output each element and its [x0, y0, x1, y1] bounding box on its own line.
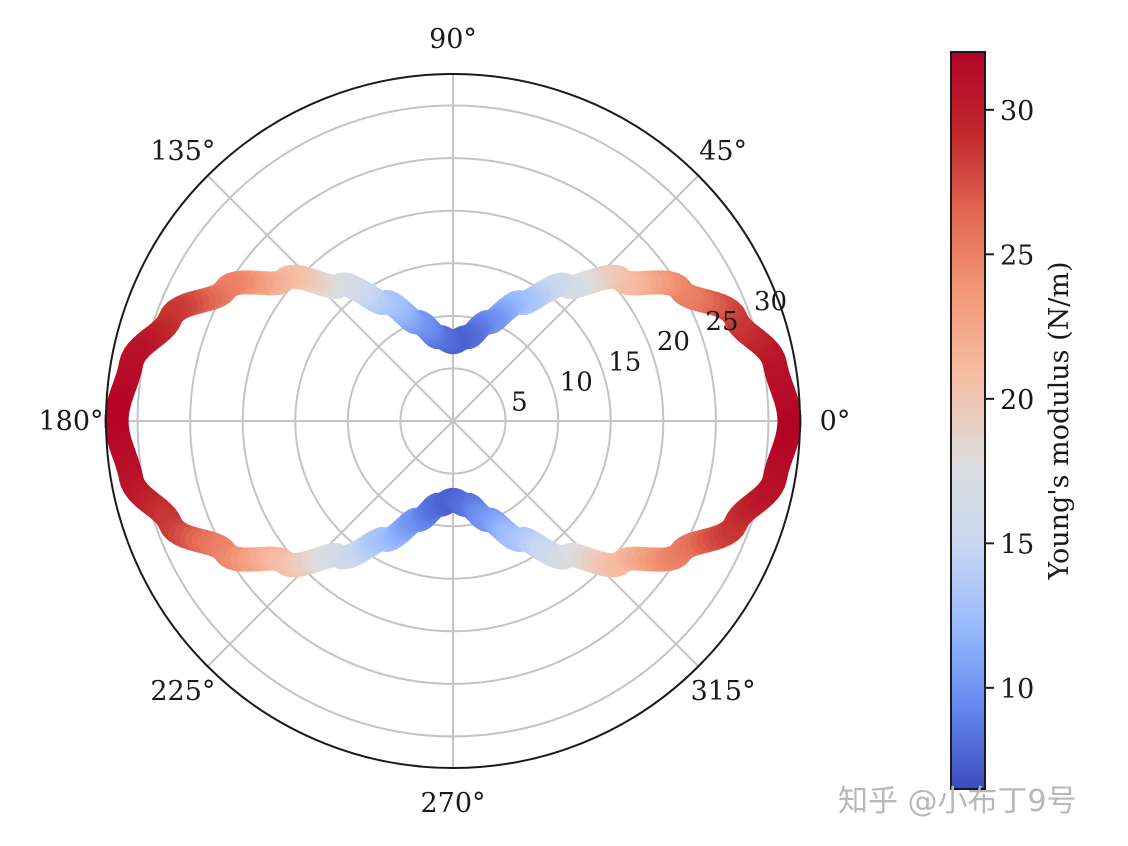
data-curve	[104, 264, 802, 578]
polar-frame	[105, 73, 801, 769]
radial-tick-label: 25	[705, 307, 738, 337]
radial-tick-labels: 5 10 15 20 25 30	[511, 287, 787, 418]
angular-tick-label: 180°	[38, 406, 103, 437]
angular-tick-label: 270°	[420, 788, 485, 819]
angular-tick-label: 135°	[150, 136, 215, 167]
colorbar-tick-label: 25	[1000, 240, 1034, 271]
colorbar-tick-label: 10	[1000, 674, 1034, 705]
colorbar-tick-label: 30	[1000, 96, 1034, 127]
polar-plot-area: 0° 45° 90° 135° 180° 225° 270° 315° 5 10 15 20 25 30	[38, 24, 850, 819]
radial-tick-label: 30	[754, 287, 787, 317]
angular-tick-label: 315°	[691, 676, 756, 707]
colorbar-tick-label: 15	[1000, 529, 1034, 560]
angular-tick-label: 90°	[429, 24, 477, 55]
radial-tick-label: 5	[511, 388, 528, 418]
colorbar-ticks: 10 15 20 25 30	[985, 96, 1034, 705]
watermark: 知乎 @小布丁9号	[838, 784, 1077, 819]
angular-tick-labels: 0° 45° 90° 135° 180° 225° 270° 315°	[38, 24, 850, 819]
colorbar-gradient	[950, 51, 986, 790]
polar-grid	[106, 74, 800, 768]
angular-tick-label: 225°	[150, 676, 215, 707]
colorbar: 10 15 20 25 30 Young's modulus (N/m)	[950, 51, 1075, 790]
radial-tick-label: 10	[560, 367, 593, 397]
radial-tick-label: 20	[657, 327, 690, 357]
angular-tick-label: 45°	[699, 136, 747, 167]
radial-tick-label: 15	[608, 347, 641, 377]
colorbar-label: Young's modulus (N/m)	[1044, 261, 1075, 580]
colorbar-tick-label: 20	[1000, 385, 1034, 416]
angular-tick-label: 0°	[820, 406, 851, 437]
